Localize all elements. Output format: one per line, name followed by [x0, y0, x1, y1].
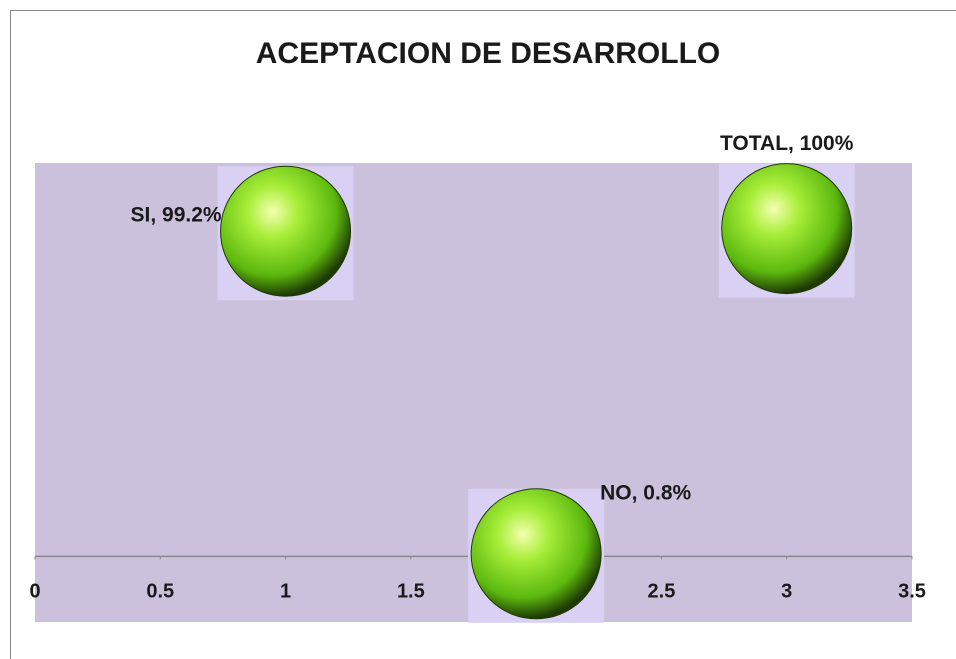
x-tick-label: 2.5: [648, 581, 676, 603]
x-tick-label: 1: [280, 581, 291, 603]
point: [220, 165, 352, 297]
data-label: NO, 0.8%: [600, 481, 691, 504]
point: [470, 488, 602, 620]
x-tick-label: 3.5: [898, 581, 926, 603]
chart-title: ACEPTACION DE DESARROLLO: [256, 37, 720, 70]
x-tick-label: 3: [781, 581, 792, 603]
point: [721, 163, 853, 295]
x-tick-label: 0.5: [146, 581, 174, 603]
data-label: TOTAL, 100%: [720, 132, 854, 155]
data-label: SI, 99.2%: [131, 204, 222, 227]
x-tick-label: 1.5: [397, 581, 425, 603]
x-tick-label: 0: [29, 581, 40, 603]
